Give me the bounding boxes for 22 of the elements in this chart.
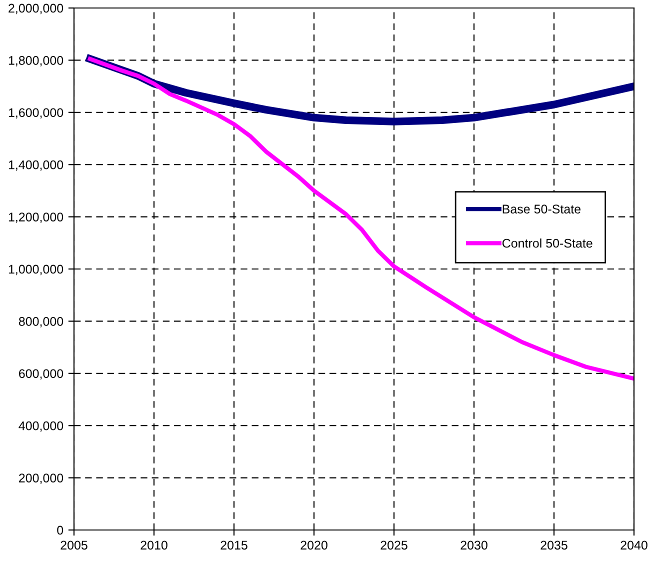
y-tick-label: 0 [57, 526, 64, 535]
x-tick-label: 2040 [620, 540, 648, 550]
x-tick-label: 2005 [60, 540, 88, 550]
y-tick-label: 2,000,000 [8, 4, 64, 14]
x-tick-label: 2025 [380, 540, 408, 550]
legend-label: Base 50-State [502, 204, 580, 214]
y-tick-label: 1,600,000 [8, 108, 64, 119]
y-tick-label: 1,400,000 [8, 160, 64, 171]
y-tick-label: 1,000,000 [8, 264, 64, 276]
y-tick-label: 1,200,000 [8, 212, 64, 223]
x-tick-label: 2010 [140, 540, 168, 550]
x-tick-label: 2020 [300, 540, 328, 550]
x-tick-label: 2030 [460, 540, 488, 550]
line-series [88, 56, 634, 381]
y-tick-label: 800,000 [18, 317, 64, 328]
legend-label: Control 50-State [502, 238, 592, 248]
y-tick-label: 600,000 [19, 369, 64, 380]
y-tick-label: 200,000 [19, 474, 64, 484]
x-tick-label: 2035 [540, 540, 568, 550]
x-tick-label: 2015 [220, 540, 248, 550]
y-tick-label: 1,800,000 [8, 56, 64, 66]
y-tick-label: 400,000 [18, 421, 64, 432]
